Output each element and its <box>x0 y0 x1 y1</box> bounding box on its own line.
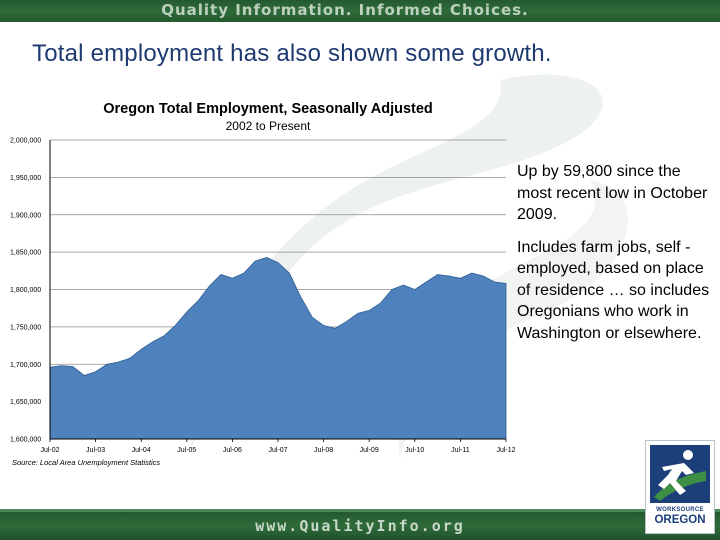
x-tick-label: Jul-06 <box>223 447 242 454</box>
x-tick-label: Jul-08 <box>314 447 333 454</box>
x-tick-label: Jul-07 <box>268 447 287 454</box>
x-tick-label: Jul-04 <box>132 447 151 454</box>
chart-subtitle: 2002 to Present <box>225 119 311 133</box>
x-tick-label: Jul-12 <box>496 447 515 454</box>
bullet-list: Up by 59,800 since the most recent low i… <box>517 161 712 355</box>
banner-slogan: Quality Information. Informed Choices. <box>161 1 529 19</box>
x-tick-label: Jul-09 <box>360 447 379 454</box>
y-tick-label: 1,650,000 <box>10 399 41 406</box>
y-tick-label: 2,000,000 <box>10 138 41 145</box>
y-tick-label: 1,750,000 <box>10 324 41 331</box>
footer-band <box>0 512 720 540</box>
chart-source: Source: Local Area Unemployment Statisti… <box>12 458 161 467</box>
employment-area-series <box>49 256 507 440</box>
bullet-item: Includes farm jobs, self -employed, base… <box>517 238 710 342</box>
top-banner: Quality Information. Informed Choices. <box>0 0 720 22</box>
x-tick-label: Jul-11 <box>451 447 470 454</box>
y-tick-label: 1,950,000 <box>10 175 41 182</box>
footer-url[interactable]: www.QualityInfo.org <box>255 517 465 535</box>
employment-area-chart: 1,600,000 1,650,000 1,700,000 1,750,000 1,80… <box>10 138 516 455</box>
y-tick-label: 1,700,000 <box>10 362 41 369</box>
y-tick-label: 1,800,000 <box>10 287 41 294</box>
slide-headline: Total employment has also shown some gro… <box>32 40 552 67</box>
logo-line2: OREGON <box>654 514 706 526</box>
y-tick-label: 1,600,000 <box>10 437 41 444</box>
x-tick-label: Jul-10 <box>405 447 424 454</box>
x-tick-label: Jul-02 <box>40 447 59 454</box>
bullet-item: Up by 59,800 since the most recent low i… <box>517 163 708 223</box>
x-tick-label: Jul-05 <box>177 447 196 454</box>
y-tick-label: 1,850,000 <box>10 250 41 257</box>
x-tick-label: Jul-03 <box>86 447 105 454</box>
footer-stripe <box>0 509 720 512</box>
worksource-oregon-logo: WORKSOURCE OREGON <box>645 440 715 534</box>
logo-line1: WORKSOURCE <box>656 507 704 513</box>
chart-title: Oregon Total Employment, Seasonally Adju… <box>103 101 433 117</box>
runner-icon <box>650 445 710 503</box>
y-tick-label: 1,900,000 <box>10 212 41 219</box>
